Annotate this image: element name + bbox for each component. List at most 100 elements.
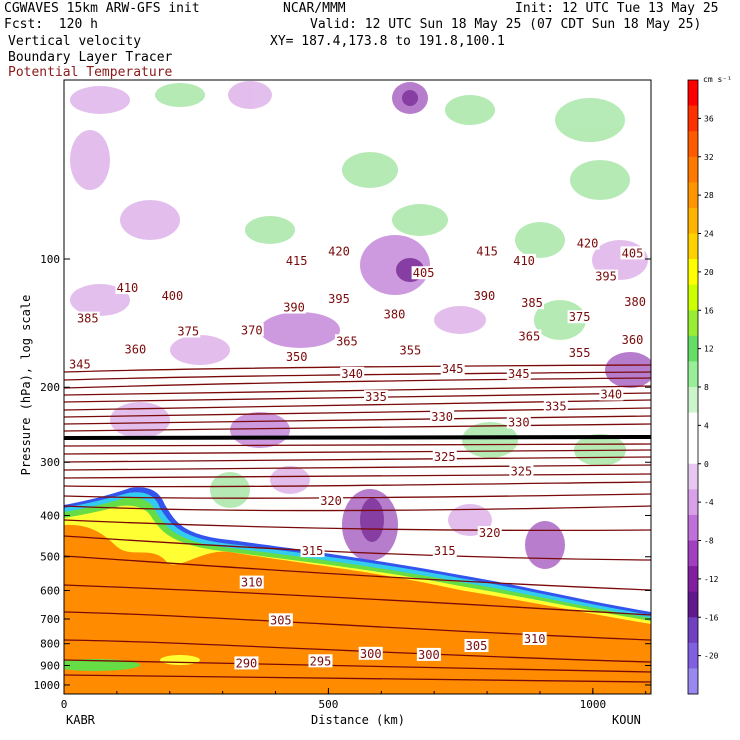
theta-label-bg (520, 296, 545, 310)
colorbar-swatch (688, 387, 698, 414)
colorbar-swatch (688, 489, 698, 516)
theta-label-bg (284, 350, 309, 364)
colorbar-swatch (688, 591, 698, 618)
theta-label: 310 (524, 632, 546, 646)
colorbar-swatch (688, 105, 698, 132)
x-tick-label: 1000 (580, 698, 607, 711)
theta-label-bg (382, 307, 407, 321)
theta-label: 390 (283, 301, 305, 315)
colorbar-swatch (688, 617, 698, 644)
colorbar-swatch (688, 463, 698, 490)
colorbar-label: 8 (704, 383, 709, 392)
colorbar-unit: cm s⁻¹ (703, 75, 732, 84)
theta-label: 370 (241, 323, 263, 337)
colorbar-label: 24 (704, 230, 714, 239)
theta-label: 300 (418, 648, 440, 662)
theta-label-bg (509, 464, 534, 478)
colorbar-swatch (688, 335, 698, 362)
colorbar-swatch (688, 514, 698, 541)
theta-label: 420 (577, 237, 599, 251)
theta-label-bg (160, 288, 185, 302)
colorbar-swatch (688, 668, 698, 695)
theta-label: 405 (413, 266, 435, 280)
theta-label: 415 (476, 244, 498, 258)
theta-label-bg (620, 333, 645, 347)
theta-label-bg (411, 266, 436, 280)
theta-labels: 420 415 415 420 405 410 400 405 410 395 390 395 390 3… (67, 236, 648, 670)
colorbar-label: 28 (704, 191, 714, 200)
model-title: CGWAVES 15km ARW-GFS init (4, 1, 200, 16)
colorbar-swatch (688, 361, 698, 388)
colorbar-label: -12 (704, 575, 719, 584)
theta-label-bg (115, 281, 140, 295)
colorbar-label: 20 (704, 268, 714, 277)
theta-label-bg (506, 415, 531, 429)
theta-label: 360 (622, 333, 644, 347)
colorbar-label: 36 (704, 114, 714, 123)
theta-label: 325 (434, 450, 456, 464)
theta-label: 355 (400, 344, 422, 358)
theta-label-bg (234, 656, 259, 670)
right-station: KOUN (612, 713, 641, 727)
theta-label-bg (416, 647, 441, 661)
theta-label-bg (284, 253, 309, 267)
theta-label-bg (268, 613, 293, 627)
colorbar-swatch (688, 131, 698, 158)
colorbar-swatch (688, 540, 698, 567)
theta-label-bg (506, 366, 531, 380)
theta-label-bg (340, 366, 365, 380)
theta-label: 395 (328, 292, 350, 306)
theta-label-bg (75, 311, 100, 325)
theta-label: 365 (519, 329, 541, 343)
colorbar-label: -20 (704, 652, 719, 661)
theta-label: 375 (177, 325, 199, 339)
plot-area: 420 415 415 420 405 410 400 405 410 395 390 395 390 3… (64, 80, 651, 694)
theta-label: 415 (286, 254, 308, 268)
theta-label: 315 (302, 544, 324, 558)
theta-label-bg (475, 244, 500, 258)
theta-label: 360 (125, 342, 147, 356)
y-tick-label: 500 (40, 551, 60, 564)
y-tick-label: 600 (40, 584, 60, 597)
theta-label: 340 (341, 367, 363, 381)
colorbar-label: 12 (704, 345, 714, 354)
theta-label-bg (282, 300, 307, 314)
y-tick-label: 1000 (34, 679, 61, 692)
colorbar-swatch (688, 412, 698, 439)
x-axis-label: Distance (km) (311, 713, 405, 727)
theta-label-bg (430, 410, 455, 424)
theta-label-bg (326, 244, 351, 258)
theta-label-bg (472, 288, 497, 302)
theta-label-bg (594, 269, 619, 283)
theta-label: 315 (434, 544, 456, 558)
theta-label: 340 (600, 387, 622, 401)
y-tick-label: 400 (40, 509, 60, 522)
field-bl-tracer: Boundary Layer Tracer (8, 50, 173, 65)
theta-label: 345 (442, 362, 464, 376)
theta-label: 405 (622, 246, 644, 260)
theta-label: 330 (431, 410, 453, 424)
theta-label: 320 (320, 494, 342, 508)
y-tick-label: 900 (40, 659, 60, 672)
colorbar-swatch (688, 156, 698, 183)
theta-label: 330 (508, 415, 530, 429)
colorbar-swatch (688, 642, 698, 669)
theta-label-bg (308, 654, 333, 668)
left-station: KABR (66, 713, 96, 727)
theta-label: 410 (117, 281, 139, 295)
y-axis-label: Pressure (hPa), log scale (19, 295, 33, 476)
valid-time: Valid: 12 UTC Sun 18 May 25 (07 CDT Sun … (310, 17, 702, 32)
theta-label-bg (432, 544, 457, 558)
colorbar-label: 16 (704, 306, 714, 315)
theta-label: 300 (360, 647, 382, 661)
theta-label: 290 (236, 656, 258, 670)
theta-label-bg (239, 575, 264, 589)
theta-label: 320 (479, 526, 501, 540)
theta-label-bg (477, 526, 502, 540)
theta-label-bg (334, 334, 359, 348)
theta-label: 305 (270, 613, 292, 627)
theta-label-bg (522, 632, 547, 646)
colorbar-swatch (688, 259, 698, 286)
theta-label-bg (432, 450, 457, 464)
